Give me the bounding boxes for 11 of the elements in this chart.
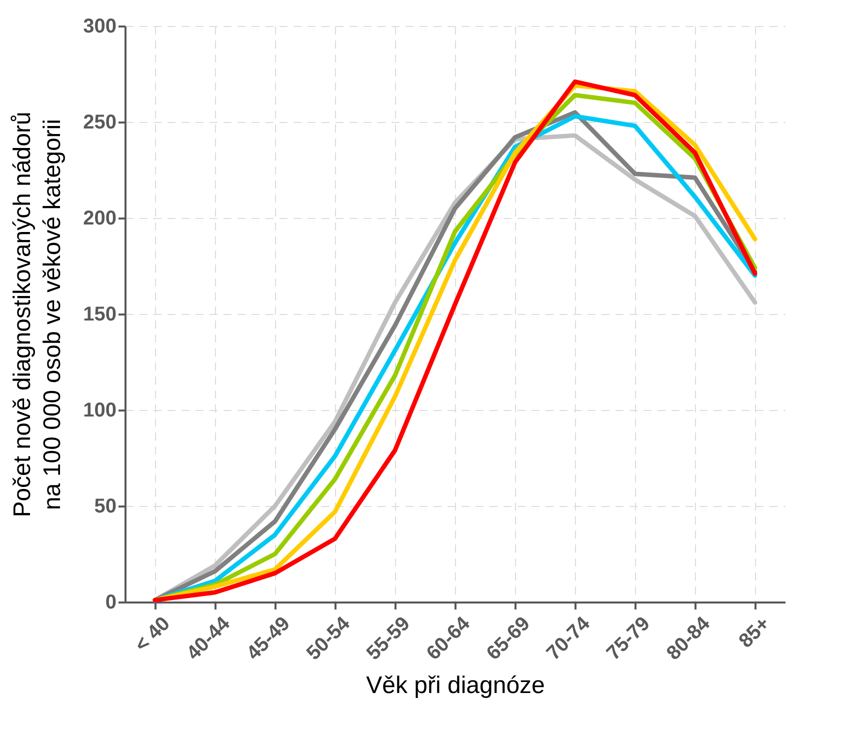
- y-tick-label: 50: [94, 496, 116, 518]
- x-tick-label: < 40: [130, 612, 174, 656]
- y-tick-label: 250: [83, 112, 116, 134]
- y-axis-title: Počet nově diagnostikovaných nádorů na 100 000 osob ve věkové kategorii: [9, 112, 66, 518]
- y-tick-label: 150: [83, 304, 116, 326]
- y-tick-label: 200: [83, 208, 116, 230]
- x-tick-label: 85+: [734, 612, 774, 652]
- y-tick-label: 0: [105, 592, 116, 614]
- y-tick-label: 100: [83, 400, 116, 422]
- x-axis-title: Věk při diagnóze: [366, 672, 545, 699]
- y-tick-label: 300: [83, 16, 116, 38]
